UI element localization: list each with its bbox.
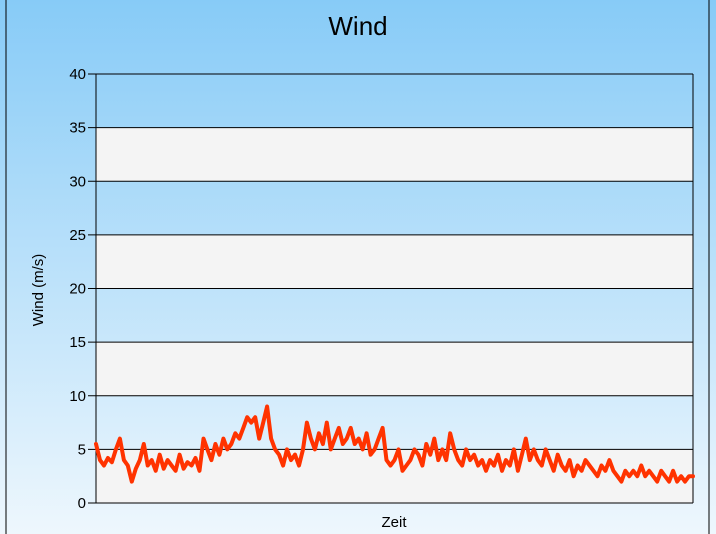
y-axis: 0 5 10 15 20 25 30 35 40 — [69, 66, 694, 512]
series-line-0 — [94, 404, 297, 484]
gridlines — [96, 73, 693, 504]
y-axis-title: Wind (m/s) — [30, 254, 47, 327]
series-group — [94, 404, 695, 484]
plot-band-2 — [96, 342, 693, 396]
y-tick-label-25: 25 — [69, 227, 86, 244]
y-tick-label-40: 40 — [69, 66, 86, 83]
y-tick-label-5: 5 — [78, 441, 86, 458]
series-line-2 — [492, 436, 695, 484]
y-tick-label-0: 0 — [78, 495, 86, 512]
y-tick-label-15: 15 — [69, 334, 86, 351]
y-tick-label-35: 35 — [69, 120, 86, 137]
series-line-1 — [293, 420, 496, 473]
chart-title: Wind — [328, 11, 387, 41]
plot-band-4 — [96, 234, 693, 289]
x-axis-title: Zeit — [381, 514, 407, 531]
y-tick-label-20: 20 — [69, 281, 86, 298]
y-tick-label-30: 30 — [69, 173, 86, 190]
y-tick-label-10: 10 — [69, 388, 86, 405]
plot-band-6 — [96, 127, 693, 182]
